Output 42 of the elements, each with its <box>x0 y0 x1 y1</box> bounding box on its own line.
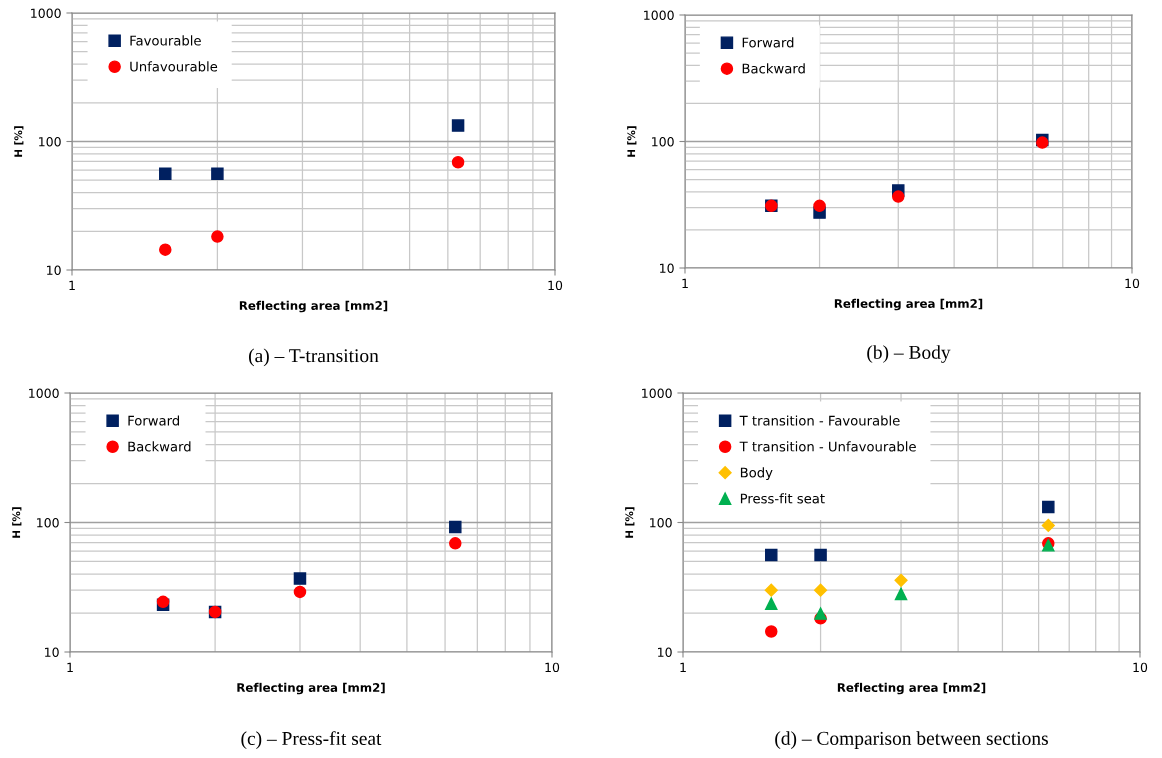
legend-label: Favourable <box>130 35 201 46</box>
y-axis-title: H [%] <box>14 126 24 157</box>
y-tick-label: 10 <box>45 647 59 657</box>
x-axis-title: Reflecting area [mm2] <box>237 682 385 695</box>
x-tick-label: 1 <box>680 662 686 672</box>
x-tick-label: 10 <box>545 662 560 673</box>
legend-label: Forward <box>742 37 794 48</box>
x-axis-title: Reflecting area [mm2] <box>239 300 388 313</box>
text: (d) – Comparison between sections <box>775 731 1048 749</box>
y-tick-label: 100 <box>652 136 674 147</box>
legend-label: Body <box>740 467 773 481</box>
legend-label: Press-fit seat <box>740 493 825 504</box>
y-tick-label: 1000 <box>642 388 672 398</box>
y-tick-label: 10 <box>47 265 61 275</box>
x-axis-title: Reflecting area [mm2] <box>834 298 983 311</box>
y-axis-title: H [%] <box>627 126 637 157</box>
text: (a) – T-transition <box>249 348 379 367</box>
x-tick-label: 10 <box>1125 278 1140 289</box>
legend-label: Backward <box>128 441 191 452</box>
x-axis-title: Reflecting area [mm2] <box>837 682 986 695</box>
y-tick-label: 1000 <box>31 8 61 18</box>
legend-label: Unfavourable <box>130 61 218 72</box>
text: (b) – Body <box>867 345 951 363</box>
legend-label: Forward <box>128 415 179 426</box>
legend-label: Backward <box>742 63 805 74</box>
x-tick-label: 1 <box>682 278 688 288</box>
y-tick-label: 10 <box>660 263 674 273</box>
x-tick-label: 10 <box>1133 662 1148 673</box>
y-tick-label: 10 <box>658 647 672 657</box>
y-tick-label: 100 <box>650 517 672 528</box>
text: (c) – Press-fit seat <box>241 731 382 749</box>
y-tick-label: 1000 <box>644 10 674 20</box>
legend-label: T transition - Unfavourable <box>739 441 916 452</box>
y-tick-label: 1000 <box>29 388 59 398</box>
y-tick-label: 100 <box>37 517 59 528</box>
x-tick-label: 1 <box>67 662 73 672</box>
y-axis-title: H [%] <box>12 507 22 538</box>
x-tick-label: 1 <box>69 280 75 290</box>
y-tick-label: 100 <box>39 136 61 147</box>
legend-label: T transition - Favourable <box>739 415 900 426</box>
y-axis-title: H [%] <box>625 507 635 538</box>
x-tick-label: 10 <box>548 280 563 291</box>
